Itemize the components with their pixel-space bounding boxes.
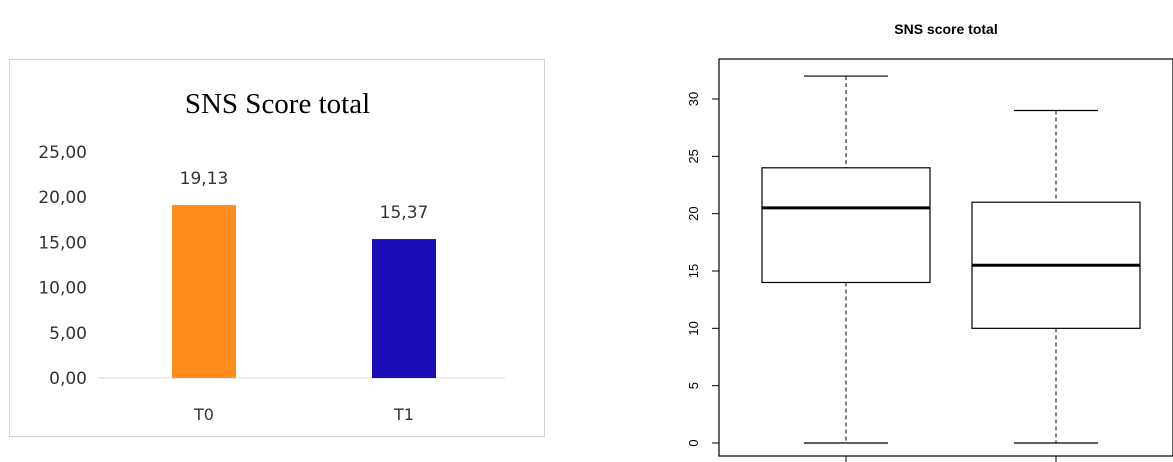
y-tick-label: 0,00 (49, 369, 87, 389)
x-tick-label: T0 (193, 405, 214, 424)
y-tick-label: 10,00 (38, 279, 87, 299)
y-tick-label: 25 (686, 149, 701, 163)
plot-frame (718, 58, 1173, 457)
y-tick-label: 20,00 (38, 188, 87, 208)
bar-chart-panel (9, 59, 545, 437)
y-tick-label: 30 (686, 92, 701, 106)
y-tick-label: 0 (686, 439, 701, 446)
y-tick-label: 20 (686, 206, 701, 220)
y-tick-label: 5 (686, 382, 701, 389)
y-tick-label: 15 (686, 264, 701, 278)
box-plot-title: SNS score total (894, 21, 998, 37)
bar-chart-title: SNS Score total (184, 88, 371, 120)
bar (172, 205, 236, 378)
y-tick-label: 15,00 (38, 233, 87, 253)
bar (372, 239, 436, 378)
x-tick-label: T1 (393, 405, 414, 424)
y-tick-label: 10 (686, 321, 701, 335)
y-tick-label: 5,00 (49, 324, 87, 344)
y-tick-label: 25,00 (38, 143, 87, 163)
data-label: 15,37 (380, 203, 429, 223)
data-label: 19,13 (180, 169, 229, 189)
box (761, 167, 931, 284)
